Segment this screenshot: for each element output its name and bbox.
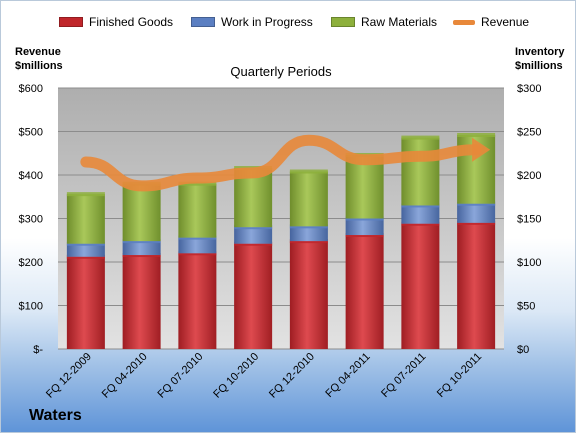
bar-work-in-progress: [122, 241, 161, 256]
bar-work-in-progress: [178, 237, 217, 254]
right-tick-label: $300: [517, 83, 541, 95]
right-axis-title-line1: Inventory: [515, 46, 565, 58]
bar-raw-materials-cap: [289, 169, 328, 174]
legend-swatch-revenue: [453, 19, 475, 25]
category-label: FQ 12-2009: [44, 351, 94, 401]
legend-swatch-raw-materials: [331, 17, 355, 27]
legend-label-work-in-progress: Work in Progress: [221, 15, 313, 29]
right-axis-title-line2: $millions: [515, 60, 563, 72]
legend-label-revenue: Revenue: [481, 15, 530, 29]
bar-finished-goods: [457, 222, 496, 349]
category-label: FQ 07-2011: [379, 351, 428, 400]
bar-raw-materials: [401, 137, 440, 206]
bar-work-in-progress-cap: [457, 201, 496, 206]
chart-subtitle: Quarterly Periods: [230, 64, 332, 79]
bar-raw-materials: [178, 183, 217, 238]
bar-raw-materials: [122, 183, 161, 242]
bar-raw-materials-cap: [457, 132, 496, 137]
legend-label-finished-goods: Finished Goods: [89, 15, 174, 29]
company-name: Waters: [29, 407, 82, 424]
left-tick-label: $-: [33, 344, 43, 356]
left-tick-label: $200: [19, 257, 43, 269]
legend-finished-goods: Finished Goods: [59, 15, 173, 29]
right-tick-label: $100: [517, 257, 541, 269]
category-label: FQ 04-2011: [323, 351, 372, 400]
revenue-line: [80, 134, 482, 192]
left-axis-title-line1: Revenue: [15, 46, 61, 58]
right-axis-title: Inventory $millions: [515, 45, 565, 73]
bar-work-in-progress: [66, 243, 105, 257]
revenue-line-arrowhead: [472, 137, 491, 162]
bar-finished-goods: [234, 243, 273, 349]
right-tick-label: $150: [517, 214, 541, 226]
category-label: FQ 10-2011: [435, 351, 484, 400]
legend-swatch-work-in-progress: [191, 17, 215, 27]
legend-swatch-finished-goods: [59, 17, 83, 27]
left-tick-label: $400: [19, 170, 43, 182]
bar-finished-goods: [401, 223, 440, 349]
category-label: FQ 04-2010: [100, 351, 150, 401]
bar-work-in-progress: [289, 226, 328, 242]
bar-raw-materials-cap: [401, 135, 440, 140]
right-tick-label: $50: [517, 301, 535, 313]
legend-revenue: Revenue: [453, 15, 529, 29]
legend-raw-materials: Raw Materials: [331, 15, 437, 29]
bar-finished-goods: [345, 235, 384, 349]
category-label: FQ 10-2010: [211, 351, 261, 401]
bar-raw-materials: [289, 171, 328, 227]
category-label: FQ 12-2010: [267, 351, 317, 401]
bar-raw-materials: [66, 194, 105, 244]
right-tick-label: $0: [517, 344, 529, 356]
left-tick-label: $500: [19, 127, 43, 139]
left-tick-label: $600: [19, 83, 43, 95]
bar-finished-goods: [178, 253, 217, 349]
left-axis-title-line2: $millions: [15, 60, 63, 72]
left-axis-title: Revenue $millions: [15, 45, 63, 73]
legend-work-in-progress: Work in Progress: [191, 15, 313, 29]
bar-work-in-progress: [457, 203, 496, 223]
legend-label-raw-materials: Raw Materials: [361, 15, 438, 29]
right-tick-label: $250: [517, 127, 541, 139]
bar-raw-materials: [345, 154, 384, 219]
bar-raw-materials-cap: [66, 192, 105, 197]
bar-raw-materials-cap: [178, 181, 217, 186]
bar-work-in-progress: [401, 205, 440, 224]
bar-finished-goods: [66, 256, 105, 349]
bar-finished-goods: [289, 241, 328, 349]
bar-work-in-progress: [234, 227, 273, 244]
bar-work-in-progress: [345, 218, 384, 236]
left-tick-label: $100: [19, 301, 43, 313]
right-tick-label: $200: [517, 170, 541, 182]
bar-finished-goods: [122, 255, 161, 349]
left-tick-label: $300: [19, 214, 43, 226]
category-label: FQ 07-2010: [156, 351, 206, 401]
